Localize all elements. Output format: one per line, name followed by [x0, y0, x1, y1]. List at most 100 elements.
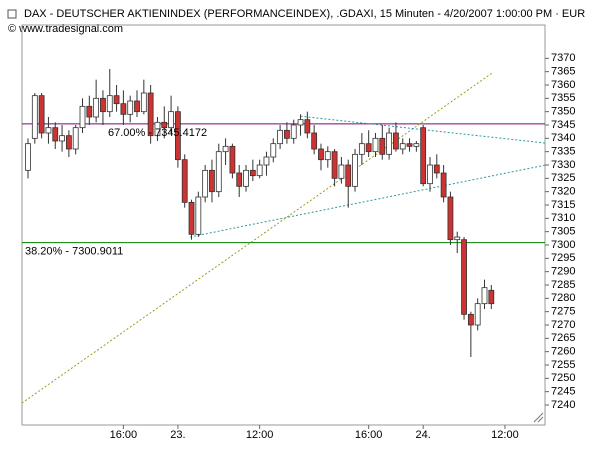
candle-body: [168, 111, 174, 129]
candle-body: [372, 137, 379, 153]
y-tick-label: 7290: [551, 266, 575, 278]
candle-body: [413, 143, 420, 147]
candle-body: [154, 121, 161, 137]
candle-body: [202, 169, 209, 198]
candle-body: [290, 124, 297, 139]
candle-body: [181, 159, 188, 203]
candle-body: [106, 95, 113, 113]
y-tick-label: 7330: [551, 159, 575, 171]
candle-body: [31, 95, 38, 139]
candle-body: [229, 145, 236, 174]
trend-line: [300, 115, 546, 144]
y-tick-label: 7245: [551, 386, 575, 398]
candle-body: [447, 196, 454, 241]
candle-body: [86, 105, 93, 118]
candle-body: [45, 127, 52, 134]
candle-body: [365, 143, 372, 153]
y-tick-label: 7325: [551, 172, 575, 184]
candle-body: [352, 153, 358, 187]
candle-body: [420, 127, 427, 185]
candle-body: [161, 121, 168, 129]
candle-body: [59, 135, 65, 142]
candle-body: [65, 135, 72, 150]
candle-body: [331, 151, 338, 179]
candle-body: [25, 143, 31, 171]
candle-body: [249, 169, 256, 177]
resize-corner: [533, 412, 544, 423]
y-tick-label: 7265: [551, 332, 575, 344]
candle-body: [256, 164, 263, 177]
candle-body: [113, 95, 120, 105]
candle-body: [209, 169, 215, 193]
candle-body: [147, 92, 154, 137]
candle-body: [318, 148, 324, 161]
y-tick-label: 7285: [551, 279, 575, 291]
candle-body: [399, 143, 406, 150]
candle-body: [140, 92, 147, 113]
y-tick-label: 7355: [551, 92, 575, 104]
plot-frame: [21, 24, 546, 426]
candle-body: [127, 100, 134, 115]
y-tick-label: 7335: [551, 146, 575, 158]
candle-body: [345, 164, 352, 187]
candle-body: [358, 143, 365, 155]
candle-body: [454, 236, 461, 241]
x-tick-label: 16:00: [355, 429, 383, 441]
candle-body: [304, 119, 311, 134]
candle-body: [52, 127, 59, 142]
y-tick-label: 7305: [551, 226, 575, 238]
y-tick-label: 7275: [551, 306, 575, 318]
x-tick-label: 12:00: [491, 429, 519, 441]
x-tick-label: 24.: [416, 429, 431, 441]
y-tick-label: 7260: [551, 346, 575, 358]
candle-body: [481, 287, 488, 305]
y-tick-label: 7345: [551, 119, 575, 131]
candle-body: [38, 95, 45, 134]
y-tick-label: 7360: [551, 79, 575, 91]
y-tick-label: 7270: [551, 319, 575, 331]
candle-body: [100, 97, 106, 113]
candle-body: [188, 201, 195, 235]
candle-body: [215, 151, 222, 193]
candle-body: [393, 132, 399, 150]
y-tick-label: 7370: [551, 52, 575, 64]
level-label: 67.00% - 7345.4172: [108, 127, 207, 139]
x-tick-label: 12:00: [246, 429, 274, 441]
y-tick-label: 7365: [551, 66, 575, 78]
y-tick-label: 7240: [551, 399, 575, 411]
candle-body: [93, 97, 100, 118]
candle-body: [195, 196, 202, 235]
header-icon: [7, 9, 17, 19]
candle-body: [338, 164, 345, 179]
trend-line: [190, 164, 546, 238]
candle-body: [440, 172, 447, 198]
candle-body: [174, 111, 181, 161]
candle-body: [134, 100, 140, 113]
candle-body: [270, 143, 277, 158]
candle-body: [79, 105, 86, 129]
trend-line: [21, 71, 494, 404]
candle-body: [406, 143, 413, 147]
y-tick-label: 7315: [551, 199, 575, 211]
y-tick-label: 7280: [551, 292, 575, 304]
chart-subtitle: © www.tradesignal.com: [8, 23, 123, 35]
candle-body: [120, 103, 127, 115]
candle-body: [284, 129, 290, 139]
y-tick-label: 7250: [551, 372, 575, 384]
y-tick-label: 7340: [551, 132, 575, 144]
candle-body: [386, 132, 393, 155]
candle-body: [277, 129, 283, 145]
candle-body: [72, 127, 79, 150]
candle-body: [461, 239, 467, 315]
candle-body: [488, 289, 495, 305]
x-tick-label: 16:00: [110, 429, 138, 441]
candle-body: [243, 169, 249, 187]
candle-body: [474, 303, 481, 326]
y-tick-label: 7295: [551, 252, 575, 264]
candle-body: [427, 164, 433, 185]
x-tick-label: 23.: [170, 429, 185, 441]
candle-body: [324, 151, 331, 161]
y-tick-label: 7255: [551, 359, 575, 371]
candle-body: [236, 172, 243, 187]
